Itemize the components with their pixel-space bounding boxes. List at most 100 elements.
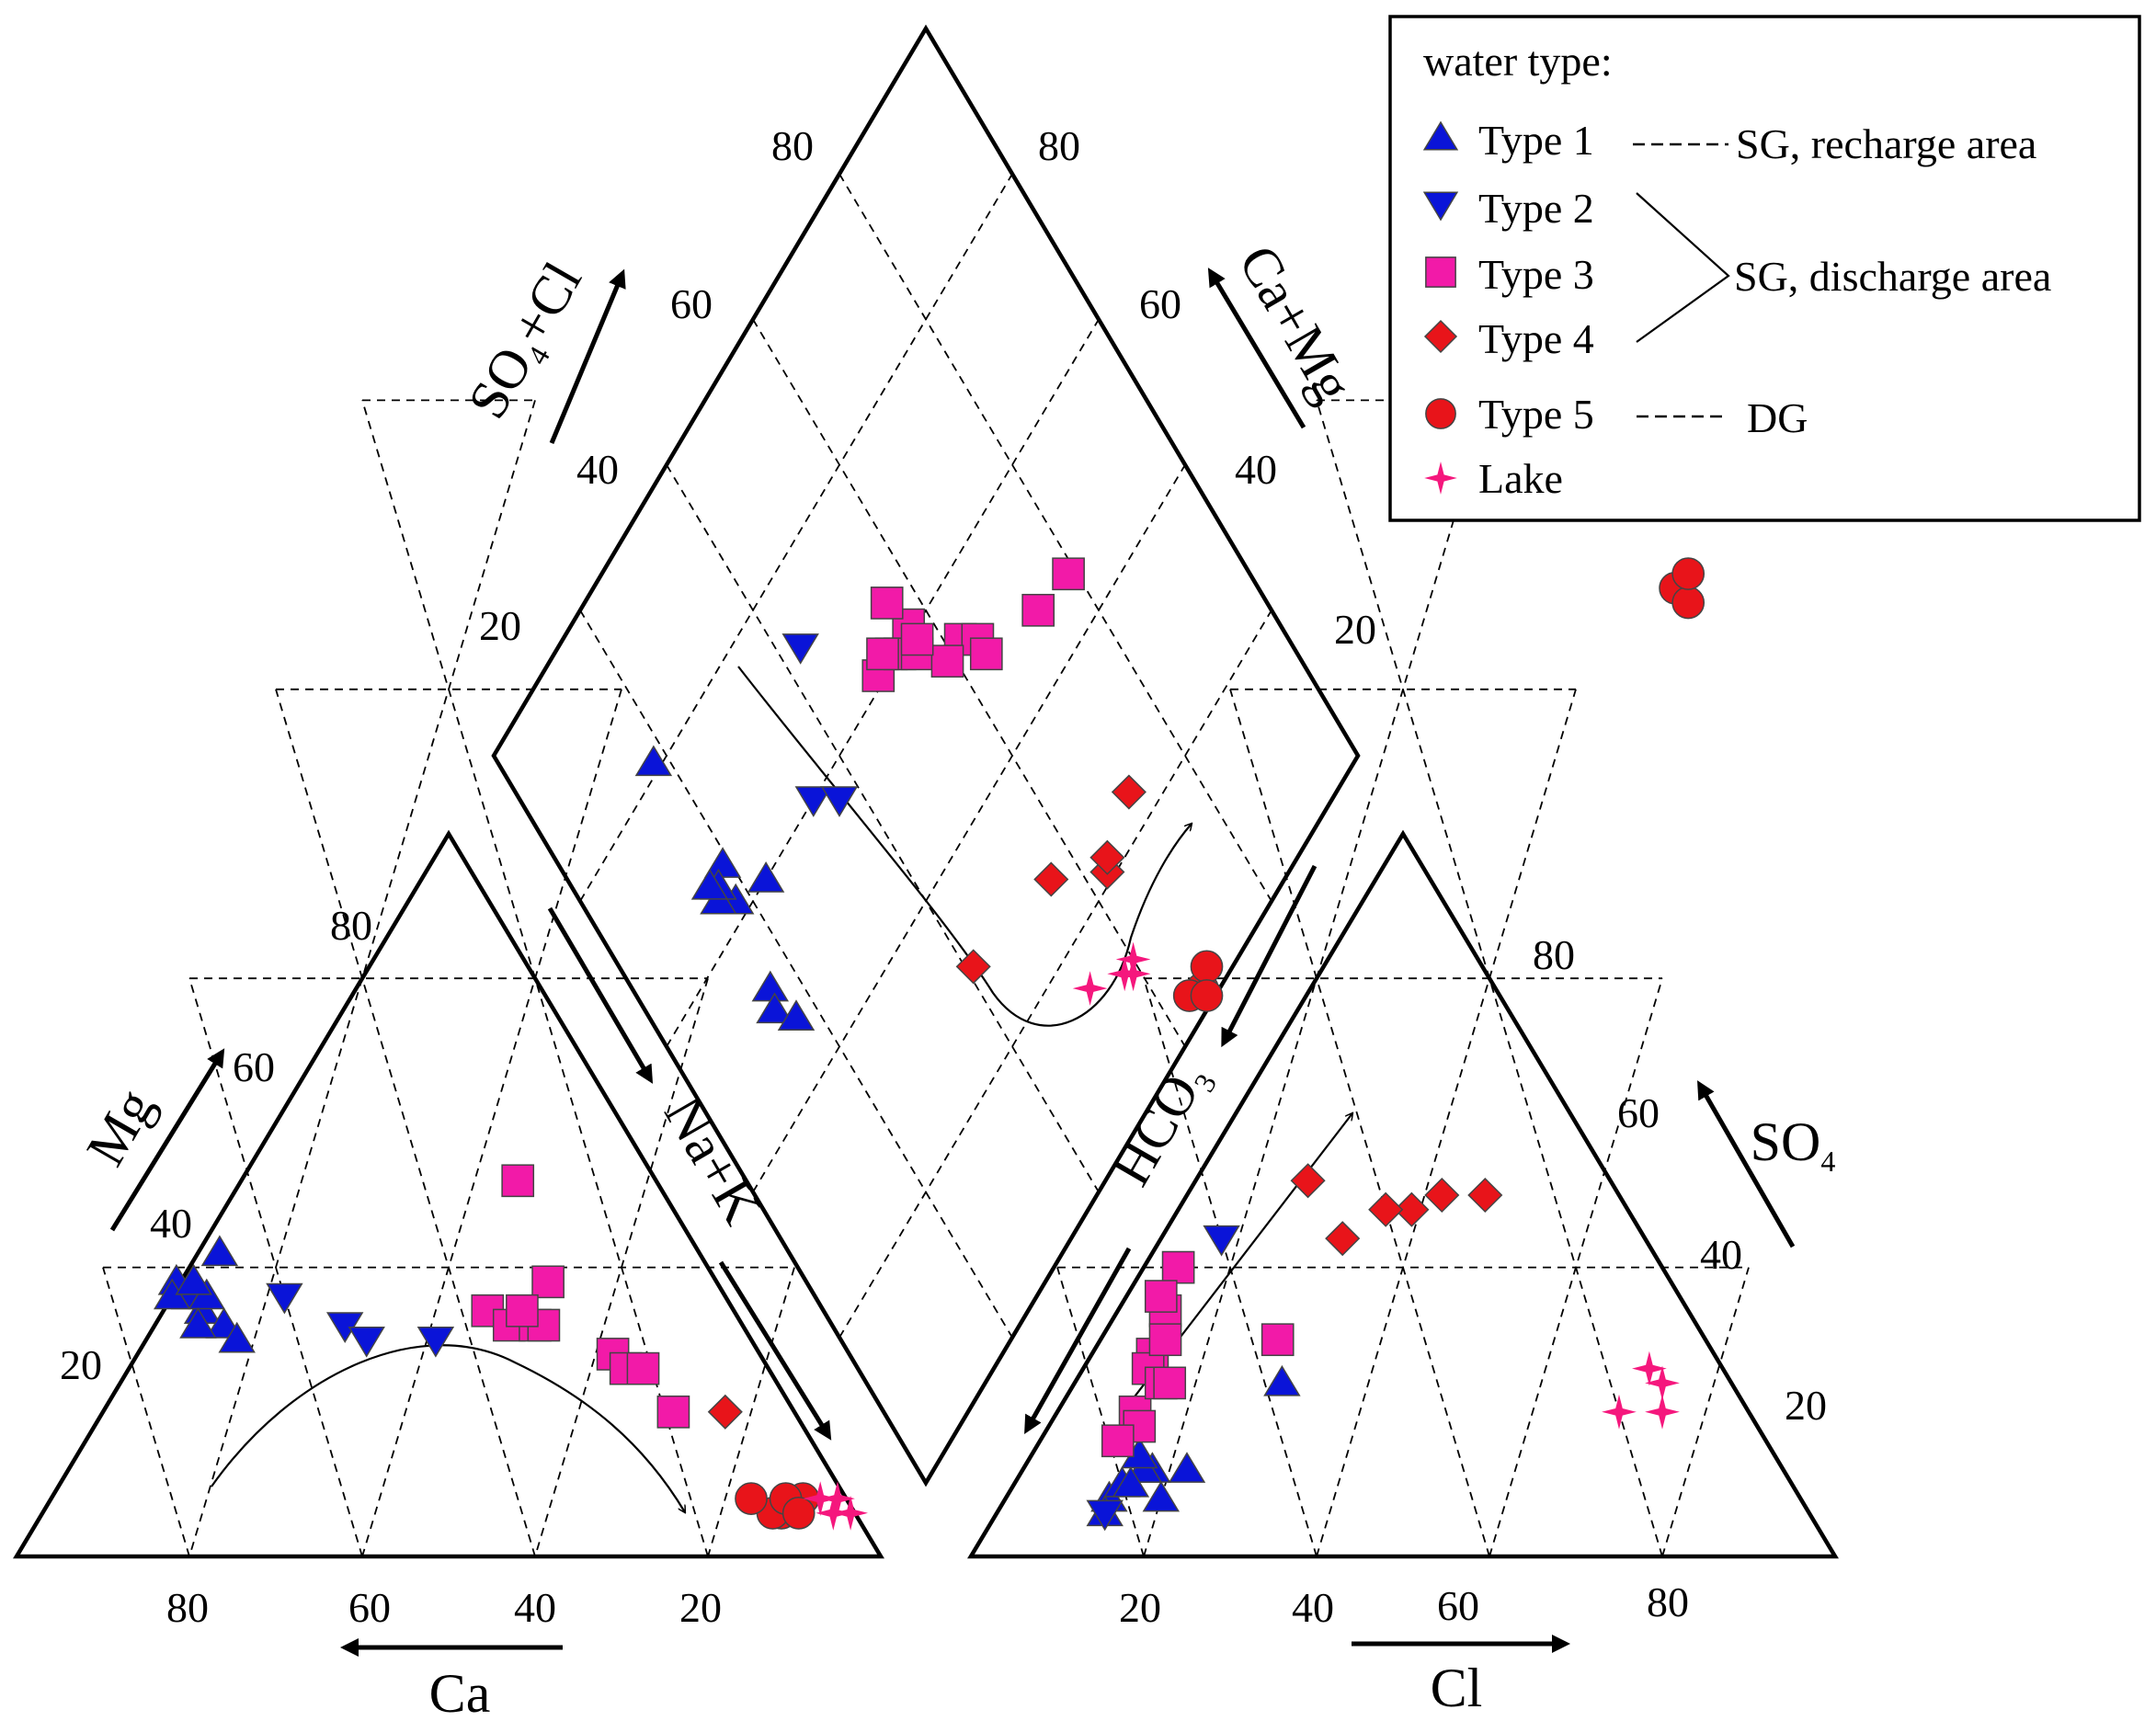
lake-anion-point (1645, 1394, 1680, 1430)
tick-label: 60 (233, 1043, 275, 1090)
anion-grid-line (1229, 689, 1490, 1557)
type4-anion-point (1394, 1191, 1430, 1227)
legend-marker-lake (1424, 462, 1457, 495)
type2-diamond-point (820, 786, 859, 817)
tick-label: 60 (1617, 1089, 1660, 1136)
type4-anion-point (1290, 1163, 1326, 1199)
tick-label: 20 (479, 602, 521, 649)
legend-title: water type: (1423, 38, 1613, 85)
legend-box (1388, 15, 2141, 522)
camg-axis-label: Ca+Mg (1227, 235, 1364, 412)
cation-grid-line (102, 1267, 190, 1557)
lake-diamond-point (1115, 956, 1151, 992)
type4-anion-point (1368, 1191, 1404, 1227)
type4-anion-point (1424, 1177, 1460, 1214)
type4-diamond-point (1033, 861, 1069, 897)
legend-marker-type1 (1422, 120, 1459, 151)
type3-diamond-point (866, 637, 899, 671)
tick-label: 80 (330, 902, 372, 949)
so4cl-arrow (549, 268, 626, 444)
type4-cation-point (707, 1394, 743, 1430)
diamond-grid-line (752, 318, 1186, 1047)
tick-label: 80 (1533, 931, 1575, 978)
type2-cation-point (266, 1282, 303, 1315)
tick-label: 40 (514, 1584, 556, 1631)
legend-marker-type4 (1423, 319, 1458, 354)
type3-cation-point (506, 1294, 539, 1328)
type1-cation-point (179, 1307, 217, 1339)
cl-axis-label: Cl (1431, 1658, 1483, 1718)
legend-label-type1: Type 1 (1478, 117, 1594, 164)
type1-diamond-point (690, 868, 729, 900)
type2-diamond-point (781, 633, 819, 665)
type1-diamond-point (777, 999, 816, 1031)
cation-grid-line (188, 977, 363, 1557)
type1-cation-point (218, 1321, 256, 1353)
type5-anion-point (1671, 557, 1705, 590)
type1-anion-point (1168, 1452, 1206, 1483)
hco3-arrow-upper (1221, 864, 1318, 1048)
type1-anion-point (1142, 1480, 1181, 1512)
type3-cation-point (501, 1164, 535, 1198)
so4cl-axis-label: SO4+Cl (456, 252, 598, 431)
diamond-grid-line (666, 464, 1100, 1193)
lake-cation-point (833, 1495, 868, 1531)
legend-marker-type3 (1425, 256, 1456, 288)
type4-diamond-point (955, 949, 991, 985)
tick-label: 80 (1647, 1579, 1689, 1625)
type2-anion-point (1086, 1499, 1124, 1532)
tick-label: 40 (1235, 446, 1277, 493)
lake-cation-point (820, 1481, 855, 1516)
type1-diamond-point (751, 970, 790, 1002)
type1-diamond-point (756, 992, 793, 1024)
mg-axis-label: Mg (74, 1078, 165, 1175)
tick-label: 40 (576, 446, 619, 493)
tick-labels: 20 40 60 80 20 40 60 80 20 40 60 80 20 40 60 80 20 40 60 80… (60, 122, 1827, 1631)
tick-label: 60 (348, 1584, 391, 1631)
lake-anion-point (1602, 1394, 1637, 1430)
type4-anion-point (1325, 1221, 1361, 1257)
type3-cation-point (656, 1395, 690, 1429)
type3-diamond-point (1021, 593, 1055, 627)
type1-anion-point (1263, 1364, 1301, 1396)
lake-anion-point (1645, 1365, 1680, 1401)
tick-label: 40 (1700, 1231, 1742, 1278)
data-points (153, 557, 1705, 1532)
tick-label: 20 (1119, 1584, 1161, 1631)
type5-anion-point (1671, 586, 1705, 620)
tick-label: 60 (1139, 280, 1181, 327)
diamond-grid-line (752, 464, 1186, 1193)
diamond-grid-line (579, 610, 1013, 1339)
diamond-trend-curve (737, 666, 1192, 1027)
tick-label: 60 (1437, 1582, 1479, 1629)
type3-diamond-point (969, 637, 1003, 671)
so4-arrow (1697, 1080, 1796, 1248)
type3-anion-point (1148, 1323, 1182, 1357)
legend-note-dg: DG (1747, 394, 1808, 441)
tick-label: 40 (1292, 1584, 1334, 1631)
lake-diamond-point (1072, 971, 1108, 1006)
tick-label: 80 (166, 1584, 209, 1631)
type2-cation-point (348, 1326, 385, 1358)
type2-diamond-point (794, 786, 833, 817)
anion-grid-line (1143, 977, 1318, 1557)
type5-cation-point (781, 1496, 816, 1530)
anion-grid-line (1316, 689, 1577, 1557)
cation-grid-line (534, 977, 709, 1557)
tick-label: 20 (1785, 1382, 1827, 1429)
tick-label: 80 (771, 122, 814, 169)
type3-anion-point (1144, 1280, 1178, 1313)
anion-grid-line (1661, 1267, 1750, 1557)
type3-diamond-point (900, 622, 934, 656)
legend-label-type4: Type 4 (1478, 315, 1594, 362)
tick-label: 20 (1334, 606, 1376, 653)
type3-diamond-point (1052, 557, 1085, 591)
anion-grid-line (1489, 977, 1663, 1557)
type3-anion-point (1153, 1366, 1187, 1400)
legend: water type: Type 1 Type 2 Type 3 Type 4 … (1388, 15, 2141, 522)
tick-label: 60 (670, 280, 713, 327)
type3-cation-point (626, 1351, 660, 1385)
tick-label: 20 (679, 1584, 722, 1631)
legend-label-type3: Type 3 (1478, 251, 1594, 298)
tick-label: 80 (1038, 122, 1080, 169)
